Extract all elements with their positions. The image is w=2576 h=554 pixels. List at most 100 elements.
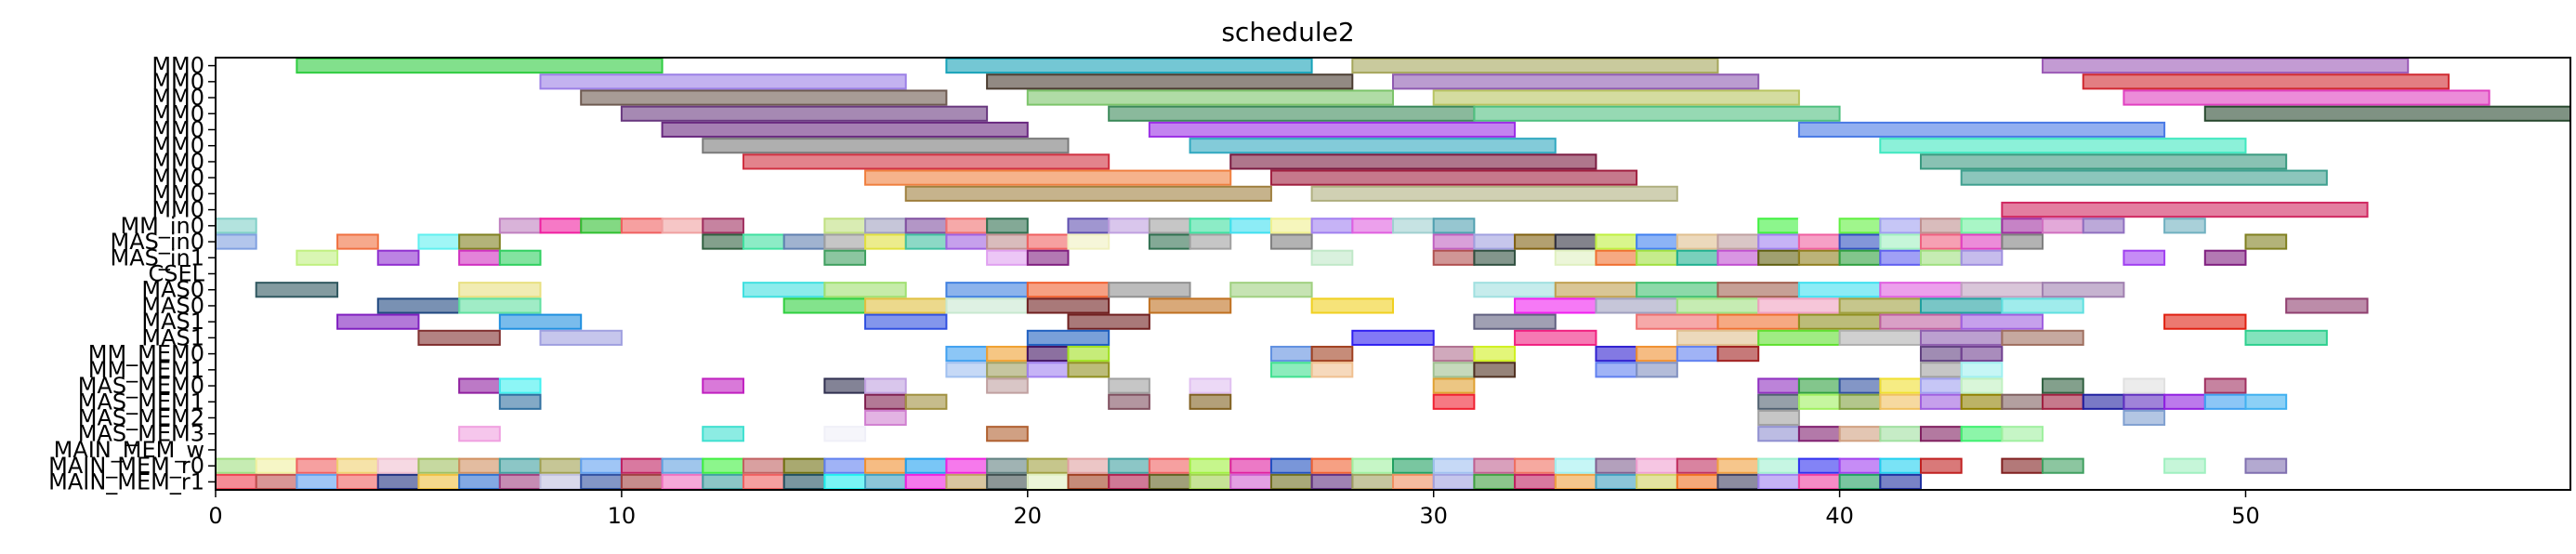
- task-bar: [1919, 329, 2004, 346]
- task-bar: [1676, 346, 1719, 363]
- task-bar: [620, 218, 664, 234]
- task-bar: [1838, 473, 1882, 490]
- x-tick-label: 20: [1014, 503, 1043, 529]
- task-bar: [1351, 218, 1394, 234]
- task-bar: [1797, 393, 1841, 410]
- task-bar: [1269, 169, 1638, 186]
- task-bar: [1838, 297, 1922, 314]
- task-bar: [1108, 282, 1191, 298]
- task-bar: [2163, 313, 2247, 330]
- task-bar: [376, 249, 420, 266]
- task-bar: [1595, 346, 1638, 363]
- task-bar: [1919, 297, 2004, 314]
- task-bar: [1879, 249, 1922, 266]
- task-bar: [2001, 202, 2369, 218]
- task-bar: [2163, 457, 2206, 474]
- task-bar: [1595, 297, 1678, 314]
- task-bar: [1473, 473, 1517, 490]
- task-bar: [1879, 138, 2247, 154]
- task-bar: [702, 218, 744, 234]
- task-bar: [2244, 393, 2288, 410]
- task-bar: [336, 233, 379, 250]
- task-bar: [1229, 282, 1313, 298]
- task-bar: [1432, 362, 1476, 378]
- y-tick-label: MAS1: [141, 309, 204, 335]
- task-bar: [1473, 282, 1557, 298]
- task-bar: [1026, 457, 1070, 474]
- task-bar: [2123, 249, 2166, 266]
- task-bar: [1879, 218, 1922, 234]
- task-bar: [1026, 362, 1070, 378]
- task-bar: [1960, 426, 2004, 442]
- task-bar: [1067, 362, 1111, 378]
- task-bar: [498, 457, 542, 474]
- task-bar: [1838, 426, 1882, 442]
- task-bar: [945, 233, 989, 250]
- task-bar: [580, 218, 623, 234]
- task-bar: [1026, 89, 1394, 106]
- task-bar: [1919, 153, 2288, 170]
- task-bar: [1919, 362, 1963, 378]
- task-bar: [2082, 218, 2125, 234]
- task-bar: [1879, 313, 1963, 330]
- task-bar: [1148, 218, 1191, 234]
- y-tick-label: MAS0: [141, 277, 204, 303]
- task-bar: [1473, 233, 1517, 250]
- task-bar: [1432, 346, 1476, 363]
- task-bar: [1067, 346, 1111, 363]
- task-bar: [2082, 393, 2125, 410]
- task-bar: [1797, 218, 1841, 234]
- task-bar: [1351, 473, 1394, 490]
- task-bar: [336, 473, 379, 490]
- x-tick-label: 30: [1419, 503, 1448, 529]
- task-bar: [1229, 153, 1597, 170]
- task-bar: [1067, 233, 1111, 250]
- task-bar: [2042, 393, 2084, 410]
- task-bar: [2001, 393, 2044, 410]
- task-bar: [864, 457, 907, 474]
- task-bar: [1392, 457, 1435, 474]
- task-bar: [1189, 218, 1232, 234]
- task-bar: [2203, 377, 2247, 394]
- task-bar: [1351, 329, 1435, 346]
- task-bar: [945, 457, 989, 474]
- task-bar: [1392, 218, 1435, 234]
- task-bar: [823, 249, 867, 266]
- task-bar: [1797, 426, 1841, 442]
- task-bar: [782, 297, 867, 314]
- task-bar: [1432, 377, 1476, 394]
- task-bar: [782, 233, 826, 250]
- task-bar: [2042, 58, 2410, 74]
- task-bar: [1960, 377, 2004, 394]
- task-bar: [864, 233, 907, 250]
- task-bar: [1554, 282, 1638, 298]
- task-bar: [1595, 473, 1638, 490]
- task-bar: [1310, 346, 1354, 363]
- task-bar: [742, 233, 785, 250]
- task-bar: [1514, 457, 1557, 474]
- task-bar: [296, 58, 664, 74]
- task-bar: [1960, 313, 2044, 330]
- task-bar: [2203, 249, 2247, 266]
- task-bar: [1269, 473, 1313, 490]
- y-tick-label: MM_in0: [120, 213, 204, 239]
- task-bar: [498, 393, 542, 410]
- task-bar: [986, 218, 1029, 234]
- task-bar: [296, 473, 339, 490]
- task-bar: [458, 297, 542, 314]
- task-bar: [1960, 346, 2004, 363]
- task-bar: [823, 473, 867, 490]
- task-bar: [1797, 233, 1841, 250]
- task-bar: [2244, 329, 2328, 346]
- task-bar: [376, 457, 420, 474]
- y-tick-label: MAIN_MEM_w: [54, 437, 204, 463]
- task-bar: [620, 457, 664, 474]
- task-bar: [1797, 121, 2166, 138]
- y-tick-label: MM_MEM1: [88, 357, 204, 383]
- task-bar: [1919, 393, 1963, 410]
- task-bar: [417, 473, 461, 490]
- y-tick-label: MM0: [151, 165, 204, 191]
- task-bar: [1919, 346, 1963, 363]
- task-bar: [1392, 73, 1760, 90]
- task-bar: [1473, 105, 1841, 122]
